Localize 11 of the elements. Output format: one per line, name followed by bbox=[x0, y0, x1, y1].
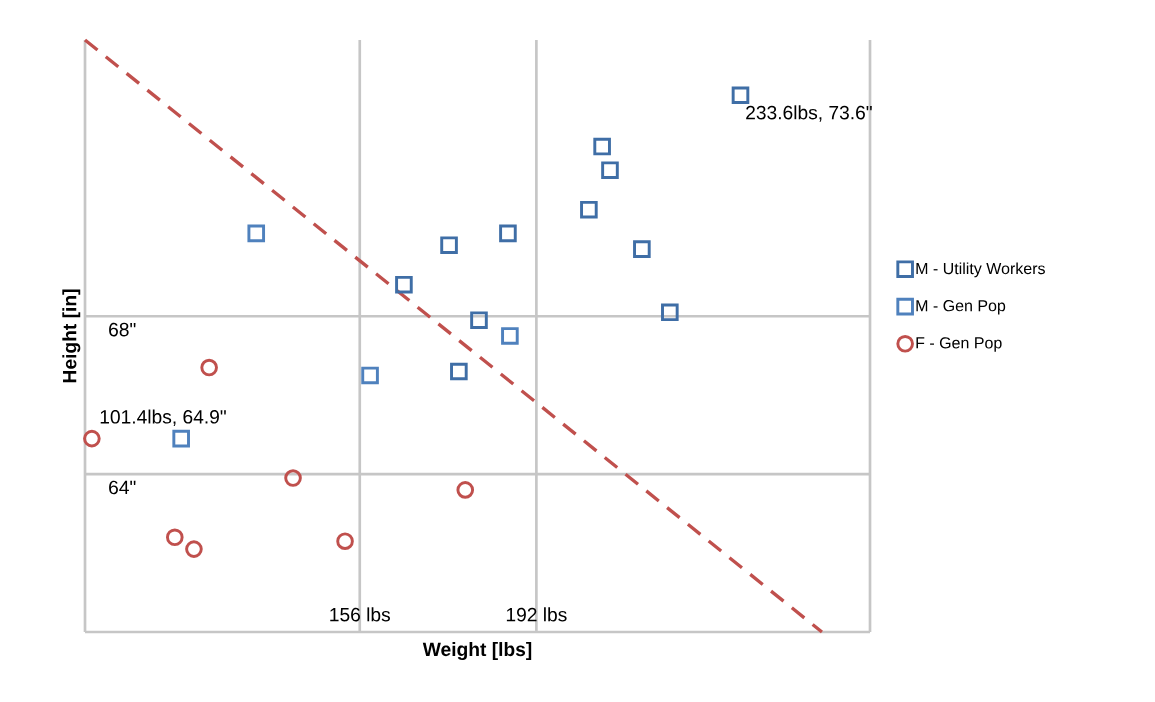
legend-label: M - Utility Workers bbox=[916, 262, 1045, 278]
y-tick-label: 68" bbox=[109, 322, 136, 337]
x-axis-title: Weight [lbs] bbox=[422, 642, 532, 661]
legend-label: M - Gen Pop bbox=[916, 300, 1006, 315]
x-tick-label: 192 lbs bbox=[506, 607, 567, 622]
annotation: 233.6lbs, 73.6" bbox=[746, 105, 872, 122]
annotation: 101.4lbs, 64.9" bbox=[100, 409, 226, 426]
legend-label: F - Gen Pop bbox=[916, 337, 1002, 352]
y-axis-title: Height [in] bbox=[62, 289, 81, 383]
x-tick-label: 156 lbs bbox=[330, 607, 390, 622]
y-tick-label: 64" bbox=[109, 480, 136, 495]
